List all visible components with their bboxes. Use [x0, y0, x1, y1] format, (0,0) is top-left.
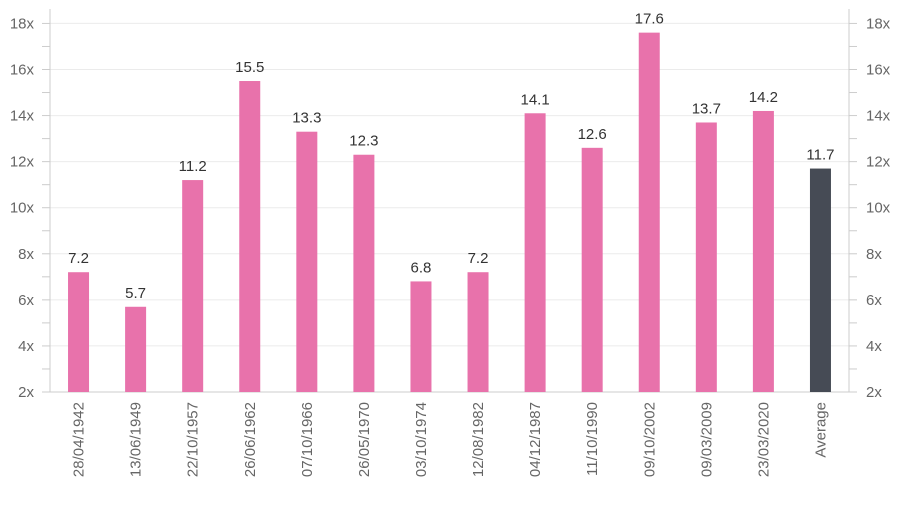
x-category-label: 03/10/1974 — [413, 402, 430, 477]
bar-value-label: 13.7 — [692, 100, 721, 117]
y-tick-label-right: 4x — [866, 338, 882, 355]
y-tick-label-left: 10x — [10, 200, 35, 217]
bar-value-label: 12.6 — [578, 126, 607, 143]
bar-value-label: 11.7 — [806, 147, 834, 164]
bar-event — [182, 180, 204, 392]
bar-value-label: 7.2 — [468, 250, 489, 267]
x-category-label: 26/06/1962 — [242, 402, 259, 477]
y-tick-label-left: 4x — [18, 338, 34, 355]
bar-event — [410, 281, 432, 392]
data-labels: 7.2 5.7 11.2 15.5 13.3 12.3 6.8 7.2 14.1 12.6 17.6… — [68, 11, 834, 302]
y-tick-label-right: 16x — [866, 62, 891, 79]
x-category-label: 23/03/2020 — [755, 402, 772, 477]
bar-value-label: 5.7 — [125, 285, 146, 302]
x-category-label: 07/10/1966 — [299, 402, 316, 477]
y-tick-label-left: 8x — [18, 246, 34, 263]
y-tick-label-right: 12x — [866, 154, 891, 171]
x-category-label: 26/05/1970 — [356, 402, 373, 477]
bar-event — [695, 122, 717, 392]
bar-event — [581, 147, 603, 392]
x-category-label: 28/04/1942 — [71, 402, 88, 477]
bar-value-label: 13.3 — [292, 110, 321, 127]
category-labels: 28/04/1942 13/06/1949 22/10/1957 26/06/1962… — [71, 402, 830, 477]
bar-value-label: 17.6 — [635, 11, 664, 28]
y-tick-label-left: 6x — [18, 292, 34, 309]
bar-event — [296, 131, 318, 393]
x-category-label: 04/12/1987 — [527, 402, 544, 477]
x-category-label: 22/10/1957 — [185, 402, 202, 477]
x-category-label: 11/10/1990 — [584, 402, 601, 476]
x-category-label: 09/10/2002 — [641, 402, 658, 477]
y-tick-label-right: 2x — [866, 384, 882, 401]
bars — [68, 32, 831, 393]
bar-value-label: 11.2 — [179, 158, 207, 175]
bar-value-label: 14.1 — [521, 91, 550, 108]
bar-average — [809, 168, 831, 392]
gridlines — [50, 22, 849, 347]
x-category-label: Average — [812, 402, 829, 458]
bar-event — [353, 154, 375, 392]
x-category-label: 09/03/2009 — [698, 402, 715, 477]
bar-event — [638, 32, 660, 393]
y-tick-label-right: 14x — [866, 108, 891, 125]
y-tick-label-left: 14x — [10, 108, 35, 125]
y-tick-label-left: 12x — [10, 154, 35, 171]
axes: 2x 2x 4x 4x 6x 6x 8x 8x 10x 10x 12x 12x 14x 14x 16x 16x… — [10, 9, 891, 401]
bar-value-label: 12.3 — [349, 133, 378, 150]
bar-value-label: 15.5 — [235, 59, 264, 76]
bar-value-label: 7.2 — [68, 250, 89, 267]
y-tick-label-left: 2x — [18, 384, 34, 401]
bar-event — [68, 272, 90, 392]
bar-value-label: 6.8 — [411, 259, 432, 276]
y-tick-label-left: 18x — [10, 15, 35, 32]
bar-event — [125, 306, 147, 392]
x-category-label: 12/08/1982 — [470, 402, 487, 477]
y-tick-label-right: 18x — [866, 15, 891, 32]
bar-value-label: 14.2 — [749, 89, 778, 106]
y-tick-label-left: 16x — [10, 62, 35, 79]
bar-event — [239, 81, 261, 393]
y-tick-label-right: 10x — [866, 200, 891, 217]
x-category-label: 13/06/1949 — [128, 402, 145, 477]
y-tick-label-right: 6x — [866, 292, 882, 309]
bar-event — [524, 113, 546, 393]
bar-event — [467, 272, 489, 392]
y-tick-label-right: 8x — [866, 246, 882, 263]
bar-event — [752, 110, 774, 392]
